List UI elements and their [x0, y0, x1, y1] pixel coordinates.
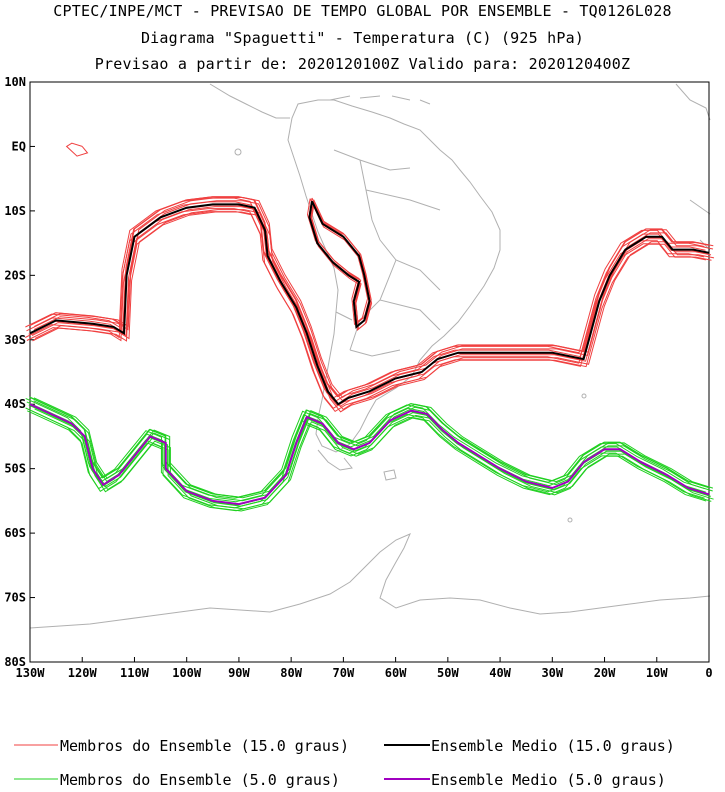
caribbean-islands: [329, 95, 431, 105]
mean-5-layer: [29, 403, 710, 506]
lat-label: 10S: [4, 204, 26, 218]
lon-label: 10W: [646, 666, 668, 680]
members-15-layer: [24, 142, 715, 413]
longitude-axis: 130W 120W 110W 100W 90W 80W 70W 60W 50W 40W 30W 20W…: [16, 657, 713, 680]
africa-coast: [675, 83, 711, 251]
lat-label: 80S: [4, 655, 26, 669]
falklands: [383, 469, 397, 481]
ensemble-member-contour: [306, 198, 369, 326]
lon-label: 130W: [16, 666, 46, 680]
lon-label: 30W: [541, 666, 563, 680]
lat-label: 30S: [4, 333, 26, 347]
mean-15-layer: [29, 200, 710, 406]
tierra-del-fuego: [317, 449, 353, 471]
ensemble-member-contour: [26, 401, 706, 503]
lat-label: 20S: [4, 268, 26, 282]
lat-label: 60S: [4, 526, 26, 540]
lon-label: 40W: [489, 666, 511, 680]
coastline-layer: [29, 83, 711, 629]
legend-label-members-5: Membros do Ensemble (5.0 graus): [60, 771, 340, 789]
lon-label: 110W: [120, 666, 150, 680]
ensemble-member-contour: [26, 410, 707, 512]
lat-label: 50S: [4, 462, 26, 476]
lat-label: EQ: [12, 139, 26, 153]
lon-label: 60W: [385, 666, 407, 680]
ensemble-mean-contour: [29, 203, 710, 406]
lon-label: 50W: [437, 666, 459, 680]
lon-label: 0: [705, 666, 712, 680]
ensemble-member-contour: [33, 400, 713, 502]
lon-label: 20W: [594, 666, 616, 680]
ensemble-member-contour: [29, 196, 709, 398]
lon-label: 70W: [333, 666, 355, 680]
ensemble-member-contour: [29, 396, 709, 498]
ensemble-member-contour: [309, 204, 372, 331]
title-line-2: Diagrama "Spaguetti" - Temperatura (C) (…: [140, 29, 585, 47]
ensemble-member-contour: [25, 407, 705, 509]
title-line-3: Previsao a partir de: 2020120100Z Valido…: [94, 55, 631, 73]
ensemble-member-contour: [28, 404, 708, 506]
ensemble-member-contour: [26, 201, 706, 403]
members-5-layer: [25, 396, 714, 512]
lat-label: 70S: [4, 591, 26, 605]
south-america-coast: [287, 99, 501, 453]
lat-label: 10N: [4, 75, 26, 89]
latitude-axis: 10N EQ 10S 20S 30S 40S 50S 60S 70S 80S: [4, 75, 35, 669]
antarctica-coast: [29, 533, 711, 629]
lat-label: 40S: [4, 397, 26, 411]
lon-label: 100W: [172, 666, 202, 680]
country-borders: [333, 149, 441, 357]
legend: Membros do Ensemble (15.0 graus) Ensembl…: [14, 737, 675, 789]
map-frame: [29, 81, 710, 663]
ensemble-mean-contour: [29, 403, 710, 506]
ensemble-member-contour: [31, 405, 711, 507]
ensemble-member-contour: [25, 397, 705, 499]
ensemble-member-contour: [34, 408, 714, 510]
legend-label-members-15: Membros do Ensemble (15.0 graus): [60, 737, 349, 755]
lon-label: 90W: [228, 666, 250, 680]
central-america-coast: [209, 83, 290, 119]
ensemble-member-contour: [32, 211, 712, 413]
legend-label-mean-15: Ensemble Medio (15.0 graus): [431, 737, 675, 755]
title-line-1: CPTEC/INPE/MCT - PREVISAO DE TEMPO GLOBA…: [53, 2, 672, 20]
lon-label: 120W: [68, 666, 98, 680]
ensemble-mean-contour: [308, 200, 371, 329]
ensemble-member-contour: [65, 142, 89, 157]
lon-label: 80W: [280, 666, 302, 680]
legend-label-mean-5: Ensemble Medio (5.0 graus): [431, 771, 666, 789]
